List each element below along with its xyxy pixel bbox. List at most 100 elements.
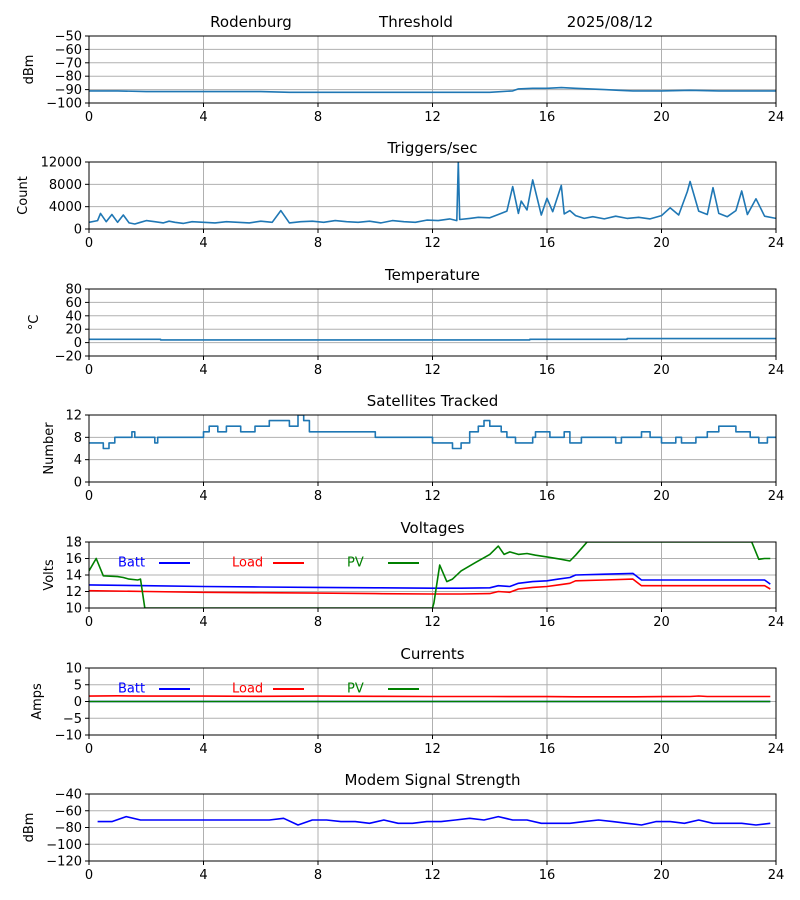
x-tick-label: 16	[539, 615, 556, 630]
y-tick-label: 16	[65, 552, 82, 567]
chart-modem: 0 4 8 12 16 20 24 −120 −100 −80 −60−40 Modem Signal…	[22, 771, 784, 883]
y-tick-label: −100	[46, 838, 82, 853]
legend-label-load: Load	[232, 556, 263, 571]
x-tick-label: 0	[85, 489, 93, 504]
y-axis-label: Count	[16, 176, 31, 215]
y-tick-label: 4000	[49, 200, 82, 215]
x-tick-label: 8	[314, 615, 322, 630]
y-tick-label: 12	[65, 409, 82, 424]
x-tick-label: 12	[424, 615, 441, 630]
x-tick-label: 8	[314, 363, 322, 378]
x-tick-label: 8	[314, 868, 322, 883]
x-tick-label: 20	[653, 615, 670, 630]
header-date: 2025/08/12	[567, 13, 653, 31]
y-tick-label: 10	[65, 662, 82, 677]
chart-title: Currents	[400, 645, 464, 663]
x-tick-label: 4	[199, 236, 207, 251]
y-axis-label: dBm	[22, 813, 37, 843]
chart-title: Voltages	[400, 519, 464, 537]
x-tick-label: 12	[424, 236, 441, 251]
header-station: Rodenburg	[210, 13, 292, 31]
series-line-modem-0	[97, 815, 771, 826]
x-tick-label: 12	[424, 110, 441, 125]
x-tick-label: 20	[653, 110, 670, 125]
x-tick-label: 12	[424, 868, 441, 883]
x-tick-label: 8	[314, 236, 322, 251]
chart-title: Temperature	[384, 266, 480, 284]
series-line-triggers-0	[89, 162, 776, 225]
y-tick-label: 12000	[41, 156, 82, 171]
y-tick-label: −80	[55, 70, 82, 85]
x-tick-label: 20	[653, 363, 670, 378]
x-tick-label: 24	[768, 363, 785, 378]
x-tick-label: 20	[653, 742, 670, 757]
chart-rssi: 0 4 8 12 16 20 24 −100−90−80−70−60−50 dBm	[22, 30, 784, 126]
legend-label-load: Load	[232, 682, 263, 697]
chart-title: Modem Signal Strength	[345, 771, 521, 789]
y-tick-label: 80	[65, 283, 82, 298]
x-tick-label: 16	[539, 236, 556, 251]
y-tick-label: 0	[74, 223, 82, 238]
series-line-temperature-0	[89, 337, 776, 341]
x-tick-label: 20	[653, 868, 670, 883]
header-mode: Threshold	[378, 13, 453, 31]
x-tick-label: 4	[199, 742, 207, 757]
x-tick-label: 0	[85, 110, 93, 125]
y-axis-label: Amps	[30, 683, 45, 720]
x-tick-label: 16	[539, 868, 556, 883]
x-tick-label: 16	[539, 742, 556, 757]
series-line-voltages-load	[89, 578, 771, 595]
y-tick-label: −5	[63, 712, 82, 727]
y-axis-label: °C	[27, 315, 42, 331]
x-tick-label: 8	[314, 110, 322, 125]
series-line-currents-load	[89, 694, 771, 698]
y-tick-label: −50	[55, 30, 82, 45]
y-tick-label: 5	[74, 678, 82, 693]
y-tick-label: 8	[74, 431, 82, 446]
y-tick-label: −40	[55, 788, 82, 803]
x-tick-label: 8	[314, 489, 322, 504]
x-tick-label: 4	[199, 868, 207, 883]
x-tick-label: 20	[653, 489, 670, 504]
y-tick-label: 12	[65, 585, 82, 600]
x-tick-label: 16	[539, 110, 556, 125]
x-tick-label: 0	[85, 236, 93, 251]
x-tick-label: 0	[85, 615, 93, 630]
chart-triggers: 0 4 8 12 16 20 24 0 4000 8000 12000 Triggers/sec Cou…	[16, 139, 784, 251]
x-tick-label: 12	[424, 489, 441, 504]
y-tick-label: 14	[65, 569, 82, 584]
y-tick-label: 8000	[49, 178, 82, 193]
x-tick-label: 0	[85, 742, 93, 757]
y-tick-label: 4	[74, 453, 82, 468]
y-tick-label: −10	[55, 729, 82, 744]
x-tick-label: 24	[768, 489, 785, 504]
y-tick-label: −80	[55, 821, 82, 836]
x-tick-label: 24	[768, 236, 785, 251]
x-tick-label: 16	[539, 489, 556, 504]
x-tick-label: 16	[539, 363, 556, 378]
y-tick-label: −20	[55, 350, 82, 365]
x-tick-label: 8	[314, 742, 322, 757]
y-tick-label: −120	[46, 855, 82, 870]
legend-label-batt: Batt	[118, 556, 145, 571]
x-tick-label: 20	[653, 236, 670, 251]
x-tick-label: 4	[199, 110, 207, 125]
x-tick-label: 12	[424, 363, 441, 378]
y-axis-label: Number	[42, 422, 57, 475]
y-tick-label: −90	[55, 83, 82, 98]
x-tick-label: 0	[85, 363, 93, 378]
legend-label-pv: PV	[347, 682, 364, 697]
x-tick-label: 4	[199, 615, 207, 630]
series-line-rssi-0	[89, 86, 776, 94]
series-line-voltages-pv	[89, 542, 771, 608]
x-tick-label: 24	[768, 868, 785, 883]
y-tick-label: 60	[65, 296, 82, 311]
y-tick-label: 18	[65, 536, 82, 551]
y-tick-label: −60	[55, 804, 82, 819]
y-tick-label: 0	[74, 476, 82, 491]
y-tick-label: 20	[65, 323, 82, 338]
